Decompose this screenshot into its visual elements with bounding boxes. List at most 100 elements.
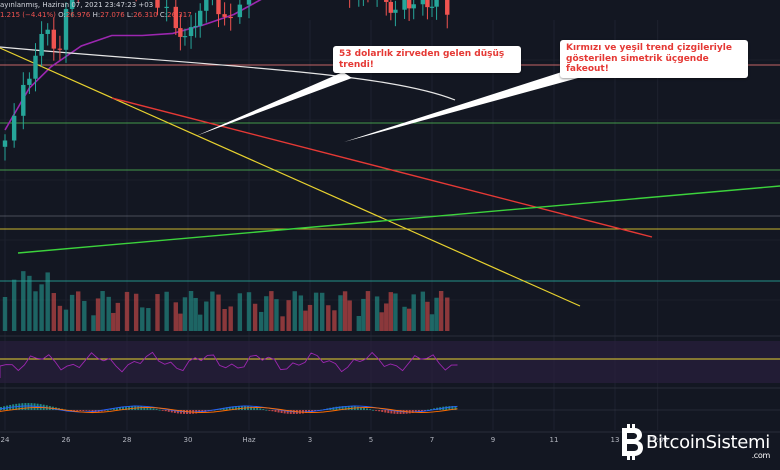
macd-bar-35 (106, 409, 109, 411)
high-label: H: (92, 11, 101, 19)
macd-bar-86 (262, 409, 265, 410)
volume-bar-29 (193, 297, 198, 331)
candle-body-70 (434, 0, 439, 7)
macd-bar-126 (384, 410, 387, 413)
macd-bar-57 (173, 410, 176, 413)
volume-bar-44 (286, 300, 291, 331)
volume-bar-19 (124, 291, 130, 331)
volume-bar-45 (292, 291, 297, 331)
volume-bar-40 (264, 296, 269, 331)
macd-bar-128 (390, 410, 393, 414)
macd-bar-119 (362, 407, 365, 410)
candle-body-31 (204, 0, 209, 11)
candle-body-68 (425, 0, 430, 8)
macd-bar-49 (149, 407, 152, 410)
brand-logo: BitcoinSistemi .com (616, 424, 770, 460)
macd-bar-90 (274, 410, 277, 412)
volume-bar-51 (326, 305, 331, 331)
macd-bar-51 (155, 409, 158, 410)
volume-bar-47 (303, 310, 308, 331)
candle-body-7 (51, 29, 56, 49)
volume-bar-57 (361, 298, 366, 331)
volume-bar-16 (106, 296, 111, 331)
volume-bar-27 (182, 297, 188, 331)
x-tick-label-8: 9 (491, 436, 495, 444)
macd-bar-125 (381, 410, 384, 412)
macd-bar-26 (79, 410, 82, 411)
candle-body-6 (45, 29, 50, 34)
low-value: 26.310 (133, 11, 158, 19)
volume-bar-22 (146, 308, 151, 331)
macd-bar-129 (393, 410, 396, 414)
candle-body-29 (193, 25, 198, 28)
volume-bar-46 (298, 295, 304, 331)
volume-bar-3 (27, 275, 32, 331)
volume-bar-30 (198, 314, 203, 331)
volume-bar-34 (222, 309, 227, 331)
macd-pane (0, 403, 780, 414)
macd-bar-42 (128, 406, 131, 410)
volume-bar-62 (388, 292, 394, 331)
rsi-band (0, 341, 780, 383)
macd-bar-142 (433, 408, 436, 410)
macd-bar-135 (411, 410, 414, 413)
red-trendline (111, 97, 653, 238)
macd-bar-121 (369, 409, 372, 410)
macd-bar-114 (347, 406, 350, 410)
macd-bar-147 (448, 406, 451, 410)
rsi-pane (0, 341, 780, 383)
volume-bar-13 (91, 315, 96, 331)
macd-bar-56 (170, 410, 173, 413)
volume-bar-50 (320, 292, 325, 331)
volume-bar-56 (356, 315, 361, 331)
volume-bar-6 (45, 272, 50, 331)
macd-bar-29 (88, 410, 91, 411)
macd-bar-123 (375, 410, 378, 411)
volume-bar-53 (338, 295, 343, 331)
macd-bar-28 (85, 410, 88, 411)
volume-bar-11 (76, 291, 81, 331)
candle-body-1 (11, 115, 17, 141)
low-label: L: (126, 11, 134, 19)
candle-body-72 (445, 0, 450, 15)
macd-bar-92 (280, 410, 283, 414)
macd-bar-24 (73, 410, 76, 411)
x-tick-label-6: 5 (369, 436, 373, 444)
x-tick-label-4: Haz (242, 436, 256, 444)
green-trendline (17, 185, 780, 254)
macd-bar-10 (30, 403, 33, 410)
macd-bar-88 (268, 410, 271, 411)
macd-bar-55 (167, 410, 170, 412)
macd-bar-77 (234, 406, 237, 410)
macd-bar-27 (82, 410, 85, 411)
macd-bar-111 (338, 406, 341, 410)
high-value: 27.076 (100, 11, 125, 19)
volume-bar-1 (11, 279, 17, 331)
volume-bars (2, 271, 450, 331)
macd-bar-40 (122, 406, 124, 410)
open-label: O: (58, 11, 66, 19)
macd-bar-75 (228, 406, 231, 410)
macd-bar-41 (125, 406, 128, 410)
candle-body-64 (402, 0, 407, 10)
volume-bar-63 (393, 293, 398, 331)
candle-body-65 (406, 0, 412, 9)
volume-bar-24 (164, 291, 169, 331)
candle-body-24 (164, 6, 169, 9)
volume-bar-7 (51, 293, 56, 331)
macd-bar-95 (289, 410, 292, 414)
candle-body-3 (27, 78, 32, 85)
volume-bar-35 (228, 306, 233, 331)
macd-bar-73 (222, 407, 225, 410)
macd-bar-140 (427, 409, 429, 411)
volume-bar-4 (33, 291, 38, 331)
candle-body-69 (429, 6, 435, 8)
candle-body-37 (246, 0, 252, 5)
macd-bar-149 (454, 406, 457, 410)
rsi-line (0, 351, 458, 378)
candle-body-10 (69, 0, 75, 9)
volume-bar-32 (210, 291, 215, 331)
x-tick-label-7: 7 (430, 436, 434, 444)
close-label: C: (159, 11, 168, 19)
callout-downtrend: 53 dolarlık zirveden gelen düşüş trendi! (333, 46, 521, 73)
